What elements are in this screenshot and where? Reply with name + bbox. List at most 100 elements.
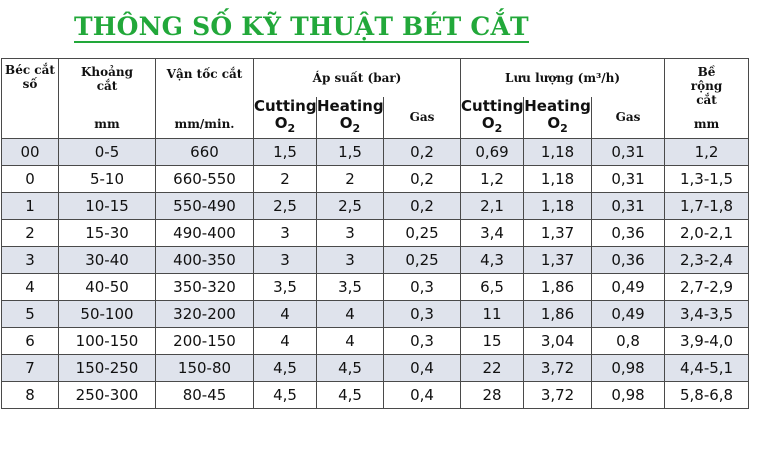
cell: 15-30 [58, 219, 156, 247]
page-title: THÔNG SỐ KỸ THUẬT BÉT CẮT [74, 12, 529, 43]
cell: 3,5 [253, 273, 317, 301]
cell: 5 [1, 300, 59, 328]
cell: 0,31 [591, 138, 666, 166]
cell: 1 [1, 192, 59, 220]
cell: 0,3 [382, 300, 462, 328]
cell: 1,18 [523, 192, 593, 220]
table-row: 4 40-50 350-320 3,5 3,5 0,3 6,5 1,86 0,4… [1, 273, 750, 301]
header-width: Bề rộng cắt mm [664, 58, 750, 139]
header-speed: Vận tốc cắt mm/min. [155, 58, 254, 139]
cell: 5-10 [58, 165, 156, 193]
cell: 2,5 [253, 192, 317, 220]
cell: 1,2 [664, 138, 750, 166]
cell: 350-320 [155, 273, 254, 301]
header-pressure-cutting: Cutting O2 [253, 96, 317, 139]
header-speed-unit: mm/min. [174, 116, 235, 131]
cell: 5,8-6,8 [664, 381, 750, 409]
cell: 2,3-2,4 [664, 246, 750, 274]
table-row: 7 150-250 150-80 4,5 4,5 0,4 22 3,72 0,9… [1, 354, 750, 382]
cell: 0,36 [591, 219, 666, 247]
cell: 0,69 [460, 138, 525, 166]
cell: 0,36 [591, 246, 666, 274]
header-tip-no: Béc cắt số [1, 58, 59, 139]
cell: 0,3 [382, 273, 462, 301]
title-underline [74, 41, 529, 43]
header-distance-unit: mm [94, 116, 120, 131]
cell: 3 [253, 219, 317, 247]
cell: 7 [1, 354, 59, 382]
cell: 0,25 [382, 219, 462, 247]
cell: 150-250 [58, 354, 156, 382]
cell: 1,3-1,5 [664, 165, 750, 193]
cell: 1,37 [523, 246, 593, 274]
cell: 15 [460, 327, 525, 355]
cell: 1,18 [523, 165, 593, 193]
cell: 4,5 [316, 354, 384, 382]
cell: 11 [460, 300, 525, 328]
cell: 6 [1, 327, 59, 355]
cell: 1,37 [523, 219, 593, 247]
cell: 4 [1, 273, 59, 301]
header-pressure-heating: Heating O2 [316, 96, 384, 139]
cell: 4,3 [460, 246, 525, 274]
header-flow-heating: Heating O2 [523, 96, 593, 139]
cell: 660 [155, 138, 254, 166]
header-speed-label: Vận tốc cắt [166, 66, 243, 81]
cell: 0,98 [591, 354, 666, 382]
table-row: 0 5-10 660-550 2 2 0,2 1,2 1,18 0,31 1,3… [1, 165, 750, 193]
cell: 4 [253, 300, 317, 328]
cell: 1,86 [523, 273, 593, 301]
cell: 400-350 [155, 246, 254, 274]
cell: 3 [253, 246, 317, 274]
cell: 2,0-2,1 [664, 219, 750, 247]
cell: 200-150 [155, 327, 254, 355]
cell: 0,2 [382, 138, 462, 166]
cell: 0,49 [591, 300, 666, 328]
cell: 0,8 [591, 327, 666, 355]
cell: 0,98 [591, 381, 666, 409]
cell: 150-80 [155, 354, 254, 382]
cell: 4,5 [253, 381, 317, 409]
cell: 2 [1, 219, 59, 247]
cell: 3 [1, 246, 59, 274]
header-distance-label: Khoảng cắt [80, 64, 134, 93]
cell: 0,49 [591, 273, 666, 301]
cell: 100-150 [58, 327, 156, 355]
cell: 0,31 [591, 165, 666, 193]
cell: 28 [460, 381, 525, 409]
cell: 0,2 [382, 165, 462, 193]
header-pressure-gas: Gas [382, 96, 462, 139]
cell: 4 [253, 327, 317, 355]
header-flow: Lưu lượng (m³/h) [460, 58, 666, 97]
table-row: 00 0-5 660 1,5 1,5 0,2 0,69 1,18 0,31 1,… [1, 138, 750, 166]
cell: 3,4 [460, 219, 525, 247]
cell: 0,3 [382, 327, 462, 355]
cell: 0,2 [382, 192, 462, 220]
header-width-label: Bề rộng cắt [690, 64, 723, 107]
cell: 8 [1, 381, 59, 409]
cell: 4 [316, 327, 384, 355]
cell: 550-490 [155, 192, 254, 220]
spec-table: Béc cắt số Khoảng cắt mm Vận tốc cắt mm/… [1, 58, 750, 409]
header-flow-cutting: Cutting O2 [460, 96, 525, 139]
cell: 2,1 [460, 192, 525, 220]
cell: 80-45 [155, 381, 254, 409]
cell: 4,4-5,1 [664, 354, 750, 382]
cell: 0,4 [382, 354, 462, 382]
cell: 3 [316, 219, 384, 247]
cell: 2 [316, 165, 384, 193]
cell: 4,5 [253, 354, 317, 382]
cell: 4 [316, 300, 384, 328]
cell: 0,25 [382, 246, 462, 274]
cell: 22 [460, 354, 525, 382]
cell: 1,7-1,8 [664, 192, 750, 220]
table-row: 5 50-100 320-200 4 4 0,3 11 1,86 0,49 3,… [1, 300, 750, 328]
cell: 0,4 [382, 381, 462, 409]
cell: 2 [253, 165, 317, 193]
cell: 0,31 [591, 192, 666, 220]
table-row: 8 250-300 80-45 4,5 4,5 0,4 28 3,72 0,98… [1, 381, 750, 409]
cell: 2,7-2,9 [664, 273, 750, 301]
cell: 00 [1, 138, 59, 166]
cell: 0 [1, 165, 59, 193]
cell: 30-40 [58, 246, 156, 274]
